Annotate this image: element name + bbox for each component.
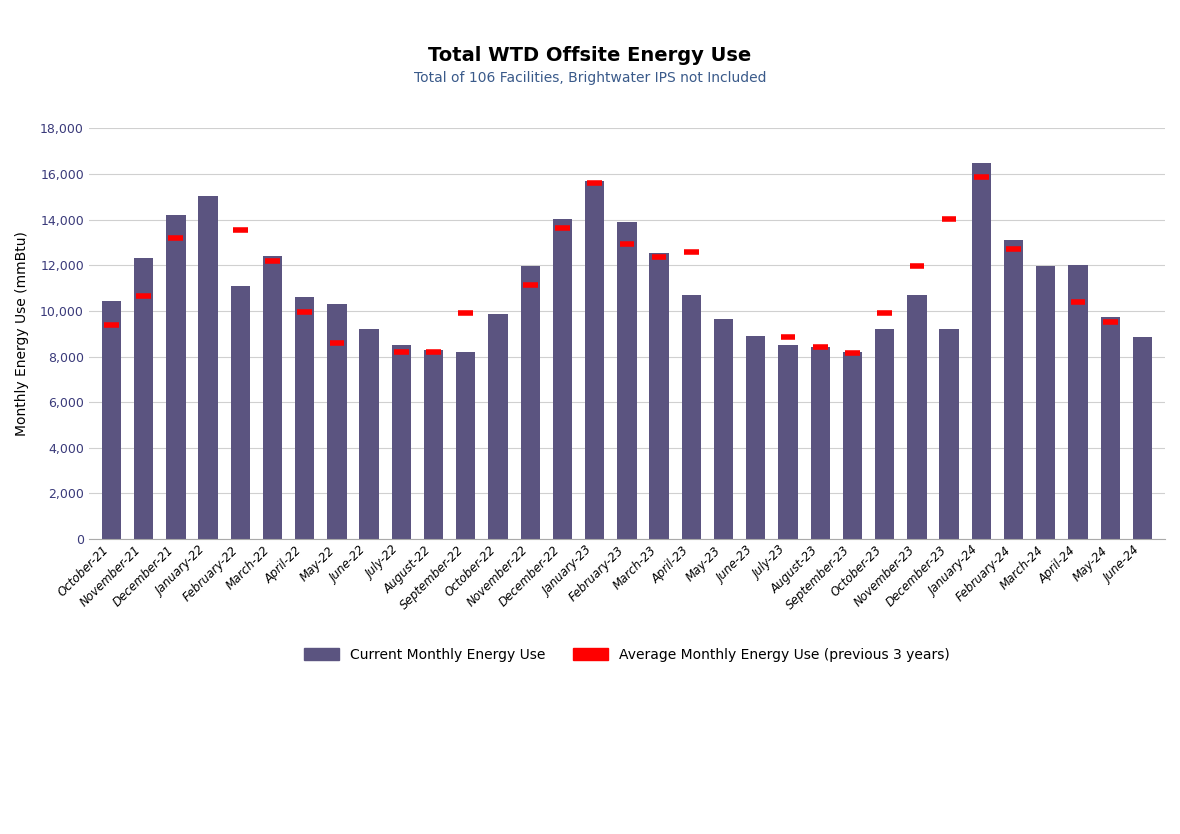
- Bar: [1133, 337, 1152, 539]
- Bar: [263, 256, 282, 539]
- Bar: [682, 295, 701, 539]
- Text: Total WTD Offsite Energy Use: Total WTD Offsite Energy Use: [428, 46, 752, 65]
- Bar: [939, 329, 959, 539]
- Bar: [876, 329, 894, 539]
- Bar: [327, 304, 347, 539]
- Bar: [198, 196, 218, 539]
- Bar: [489, 314, 507, 539]
- Bar: [552, 219, 572, 539]
- Bar: [811, 348, 830, 539]
- Bar: [135, 259, 153, 539]
- Bar: [617, 222, 636, 539]
- Bar: [360, 329, 379, 539]
- Bar: [457, 352, 476, 539]
- Bar: [907, 295, 926, 539]
- Bar: [746, 336, 766, 539]
- Bar: [779, 345, 798, 539]
- Bar: [1036, 266, 1055, 539]
- Text: Total of 106 Facilities, Brightwater IPS not Included: Total of 106 Facilities, Brightwater IPS…: [414, 71, 766, 85]
- Bar: [843, 352, 863, 539]
- Bar: [971, 163, 991, 539]
- Bar: [1068, 265, 1088, 539]
- Bar: [295, 297, 314, 539]
- Bar: [392, 345, 411, 539]
- Bar: [649, 253, 669, 539]
- Bar: [166, 215, 185, 539]
- Bar: [585, 181, 604, 539]
- Bar: [714, 319, 733, 539]
- Legend: Current Monthly Energy Use, Average Monthly Energy Use (previous 3 years): Current Monthly Energy Use, Average Mont…: [299, 642, 956, 667]
- Bar: [1101, 317, 1120, 539]
- Bar: [1004, 240, 1023, 539]
- Y-axis label: Monthly Energy Use (mmBtu): Monthly Energy Use (mmBtu): [15, 231, 30, 436]
- Bar: [424, 349, 444, 539]
- Bar: [101, 300, 122, 539]
- Bar: [230, 286, 250, 539]
- Bar: [520, 266, 540, 539]
